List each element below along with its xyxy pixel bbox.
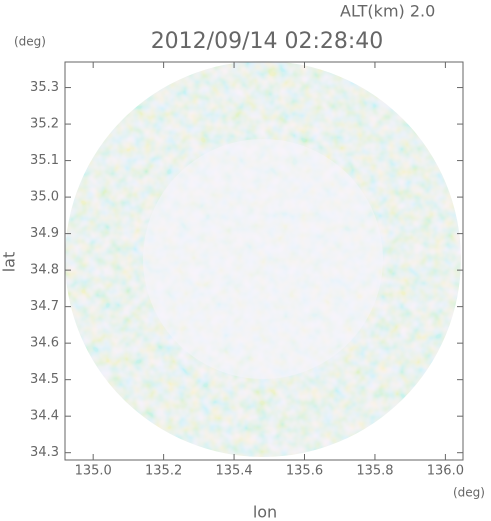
radar-field xyxy=(65,61,461,457)
y-tick-label: 34.5 xyxy=(30,372,59,387)
y-tick-label: 34.3 xyxy=(30,445,59,460)
y-tick-label: 34.8 xyxy=(30,263,59,278)
y-tick-label: 34.7 xyxy=(30,299,59,314)
x-axis-label: lon xyxy=(253,503,277,521)
x-tick-label: 135.6 xyxy=(286,464,323,479)
subtitle: ALT(km) 2.0 xyxy=(340,2,435,21)
y-tick-label: 34.9 xyxy=(30,226,59,241)
plot-frame xyxy=(64,61,464,461)
x-tick-label: 135.8 xyxy=(356,464,393,479)
chart-title: 2012/09/14 02:28:40 xyxy=(151,29,384,54)
y-tick-label: 34.4 xyxy=(30,409,59,424)
x-unit: (deg) xyxy=(453,486,485,500)
x-tick-label: 135.2 xyxy=(145,464,182,479)
y-tick-label: 35.1 xyxy=(30,153,59,168)
y-tick-label: 34.6 xyxy=(30,336,59,351)
y-tick-label: 35.3 xyxy=(30,80,59,95)
y-unit: (deg) xyxy=(14,35,46,49)
x-tick-label: 135.4 xyxy=(215,464,252,479)
x-tick-label: 135.0 xyxy=(75,464,112,479)
x-tick-label: 136.0 xyxy=(427,464,464,479)
y-tick-label: 35.2 xyxy=(30,117,59,132)
y-axis-label: lat xyxy=(0,252,19,273)
y-tick-label: 35.0 xyxy=(30,190,59,205)
